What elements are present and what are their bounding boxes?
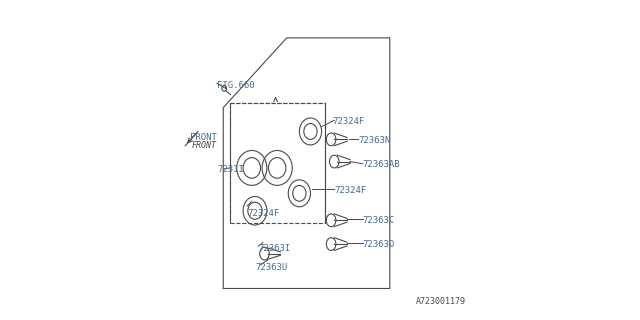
Text: 72324F: 72324F: [334, 186, 367, 195]
Text: FIG.660: FIG.660: [217, 81, 255, 90]
Text: 72324F: 72324F: [333, 117, 365, 126]
Text: 72363I: 72363I: [258, 244, 291, 253]
Text: 72324F: 72324F: [247, 209, 279, 219]
Text: 72363C: 72363C: [363, 216, 395, 225]
Text: A723001179: A723001179: [416, 297, 466, 306]
Text: 7231I: 7231I: [217, 165, 244, 174]
Text: 72363U: 72363U: [255, 263, 287, 272]
Text: 72363AB: 72363AB: [363, 160, 401, 169]
Text: 72363N: 72363N: [358, 136, 390, 146]
Text: FRONT: FRONT: [191, 141, 216, 150]
Text: FRONT: FRONT: [190, 133, 217, 142]
Text: 72363O: 72363O: [363, 240, 395, 249]
